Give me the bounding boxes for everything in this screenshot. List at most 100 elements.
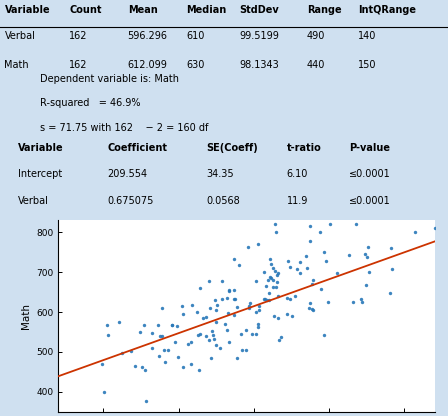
Point (272, 268, 279, 275)
Point (160, 346, 167, 353)
Point (273, 278, 280, 285)
Point (306, 300, 313, 307)
Point (412, 228, 419, 235)
Point (149, 345, 156, 352)
Text: 0.675075: 0.675075 (108, 196, 154, 206)
Point (309, 307, 316, 314)
Point (254, 320, 261, 327)
Text: 140: 140 (358, 31, 377, 41)
Point (219, 295, 226, 302)
Point (231, 295, 238, 302)
Point (320, 248, 327, 255)
Point (292, 292, 299, 299)
Text: 98.1343: 98.1343 (240, 60, 280, 70)
Point (345, 251, 353, 258)
Point (297, 269, 304, 276)
Point (148, 329, 155, 336)
Text: Count: Count (69, 5, 102, 15)
Point (267, 256, 274, 262)
Text: P-value: P-value (349, 143, 391, 153)
Text: 34.35: 34.35 (206, 169, 234, 179)
Point (161, 359, 168, 366)
Point (158, 305, 165, 312)
Point (275, 315, 282, 322)
Point (168, 321, 176, 328)
Point (262, 282, 269, 289)
Point (230, 256, 237, 262)
Point (224, 295, 231, 301)
Point (363, 281, 370, 288)
Point (323, 258, 330, 264)
Point (303, 253, 310, 260)
Text: ≤0.0001: ≤0.0001 (349, 196, 391, 206)
Point (189, 302, 196, 308)
Point (194, 308, 201, 315)
Point (248, 330, 255, 337)
Text: s = 71.75 with 162    − 2 = 160 df: s = 71.75 with 162 − 2 = 160 df (40, 123, 209, 133)
Point (155, 321, 162, 328)
Point (142, 413, 149, 416)
Point (141, 322, 148, 328)
Point (197, 285, 204, 291)
Point (266, 290, 273, 296)
Point (252, 330, 259, 337)
Point (213, 302, 220, 308)
Text: Verbal: Verbal (18, 196, 49, 206)
Point (210, 332, 217, 338)
Text: Variable: Variable (18, 143, 64, 153)
Point (239, 347, 246, 353)
Point (317, 286, 324, 292)
Point (255, 240, 262, 247)
Point (224, 310, 232, 317)
Text: ≤0.0001: ≤0.0001 (349, 169, 391, 179)
Point (270, 265, 277, 271)
Point (261, 295, 268, 302)
Point (333, 270, 340, 277)
Point (245, 243, 252, 250)
Point (168, 322, 175, 329)
Point (165, 347, 172, 354)
Point (230, 312, 237, 319)
Point (364, 253, 371, 260)
Point (101, 389, 108, 396)
Point (187, 339, 194, 346)
Point (233, 303, 240, 310)
Point (271, 221, 278, 228)
Point (179, 303, 186, 310)
Text: R-squared   = 46.9%: R-squared = 46.9% (40, 98, 141, 108)
Point (270, 313, 277, 319)
Point (195, 366, 202, 373)
Point (236, 261, 243, 268)
Text: 209.554: 209.554 (108, 169, 148, 179)
Text: Math: Math (4, 60, 29, 70)
Point (267, 275, 274, 281)
Text: Verbal: Verbal (4, 31, 35, 41)
Point (242, 326, 250, 333)
Point (52, 413, 59, 416)
Point (316, 229, 323, 235)
Point (180, 364, 187, 370)
Point (293, 266, 301, 272)
Point (288, 313, 295, 319)
Point (358, 299, 366, 305)
Y-axis label: Math: Math (21, 303, 30, 329)
Point (225, 339, 232, 345)
Point (206, 277, 213, 284)
Point (256, 303, 263, 310)
Point (210, 336, 217, 343)
Point (156, 332, 163, 339)
Point (138, 364, 145, 370)
Point (308, 280, 315, 287)
Point (234, 355, 241, 362)
Point (253, 308, 260, 315)
Text: Median: Median (186, 5, 226, 15)
Point (223, 327, 230, 333)
Point (197, 331, 204, 338)
Text: Dependent variable is: Math: Dependent variable is: Math (40, 74, 179, 84)
Point (358, 295, 365, 302)
Text: 6.10: 6.10 (287, 169, 308, 179)
Point (286, 264, 293, 270)
Point (211, 297, 219, 304)
Point (116, 319, 123, 325)
Point (246, 304, 253, 311)
